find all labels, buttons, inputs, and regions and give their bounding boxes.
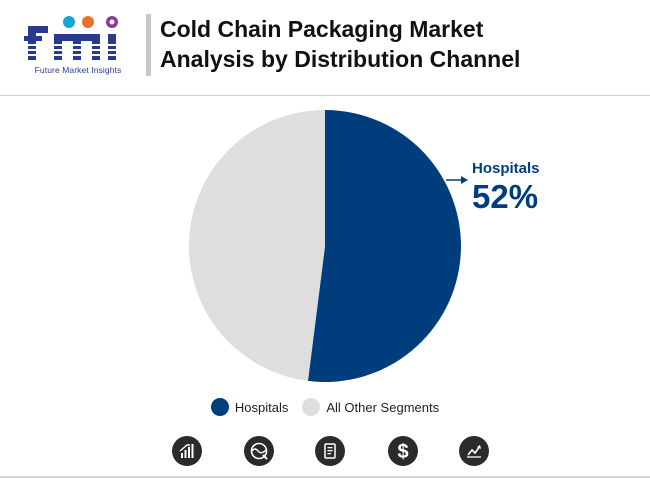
dollar-icon[interactable]: $ [388,436,418,466]
legend-item-other: All Other Segments [302,398,439,416]
svg-text:$: $ [397,441,408,463]
line-chart-icon[interactable] [459,436,489,466]
footer-icon-row: $ [0,436,650,468]
annotation-value: 52% [472,178,538,215]
pie-slice-hospitals [307,110,461,382]
pie-chart: Hospitals 52% [0,96,650,396]
annotation-arrowhead [461,176,468,184]
logo-tagline: Future Market Insights [34,65,122,75]
report-icon[interactable] [315,436,345,466]
legend-swatch-other [302,398,321,416]
legend-label-other: All Other Segments [326,399,440,415]
header: Future Market Insights Cold Chain Packag… [0,0,650,94]
pie-chart-svg: Hospitals 52% [188,110,540,382]
title-line-1: Cold Chain Packaging Market [160,16,484,42]
title-accent-bar [146,14,151,76]
fmi-logo: Future Market Insights [22,12,134,78]
pie-slice-all-other-segments [188,110,325,381]
fmi-logo-mark [22,16,134,60]
legend-item-hospitals: Hospitals [210,398,289,416]
chart-legend: Hospitals All Other Segments [0,395,650,419]
globe-icon[interactable] [244,436,274,466]
legend-swatch-hospitals [210,398,229,416]
legend-label-hospitals: Hospitals [234,399,289,415]
bar-chart-icon[interactable] [172,436,202,466]
footer-divider [0,476,650,478]
title-line-2: Analysis by Distribution Channel [160,46,521,72]
page-title: Cold Chain Packaging Market Analysis by … [160,14,630,74]
annotation-label: Hospitals [472,160,540,177]
header-divider [0,95,650,96]
